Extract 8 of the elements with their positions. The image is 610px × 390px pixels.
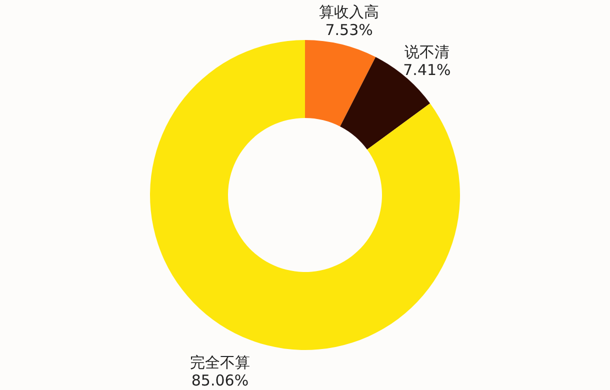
data-label: 85.06%	[191, 372, 249, 390]
donut-slice	[305, 40, 376, 126]
data-label: 7.41%	[403, 60, 451, 79]
slice-label: 说不清	[404, 42, 450, 61]
slice-label: 算收入高	[319, 3, 380, 22]
donut-slice	[150, 40, 460, 350]
slice-label: 完全不算	[190, 354, 250, 372]
data-label: 7.53%	[325, 21, 373, 40]
